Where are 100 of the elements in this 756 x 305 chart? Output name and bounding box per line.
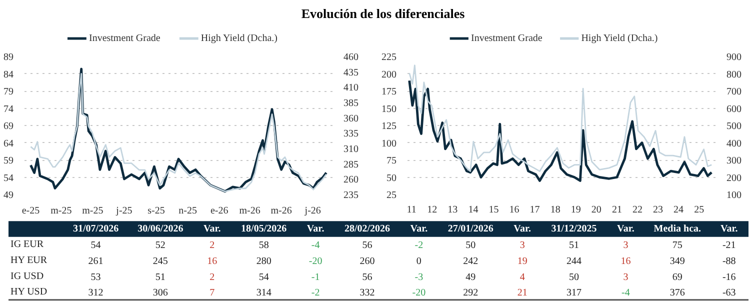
x-tick-label: 19 [570, 204, 581, 216]
x-tick-label: 27/01/2026 [448, 223, 494, 234]
data-label: 292 [463, 288, 478, 299]
data-label: -4 [622, 288, 630, 299]
data-label: 260 [360, 256, 375, 267]
y2-tick-label: 260 [344, 174, 358, 186]
x-tick-label: m-25 [50, 206, 72, 216]
x-tick-label: 17 [530, 204, 540, 216]
data-label: 69 [672, 272, 682, 283]
y2-tick-label: 335 [344, 128, 358, 140]
y-tick-label: 79 [4, 86, 14, 98]
data-label: -3 [414, 272, 424, 283]
x-tick-label: Var. [720, 223, 738, 234]
data-label: 54 [90, 240, 101, 252]
x-tick-label: 11 [406, 204, 416, 216]
x-tick-label: m-25 [82, 206, 104, 216]
data-label: 332 [360, 288, 375, 299]
data-label: 0 [416, 256, 422, 267]
data-label: 306 [152, 288, 168, 299]
data-label: -88 [722, 256, 736, 267]
data-label: -2 [414, 240, 424, 252]
data-label: 50 [466, 240, 476, 252]
y2-tick-label: 410 [344, 82, 358, 94]
legend-label: Investment Grade [88, 33, 161, 44]
data-label: 349 [670, 256, 685, 267]
data-label: 58 [258, 240, 269, 252]
x-tick-label: 28/02/2026 [344, 223, 390, 234]
y2-tick-label: 600 [726, 104, 742, 115]
x-tick-label: s-25 [148, 206, 165, 216]
y-tick-label: 50 [386, 172, 396, 184]
data-label: 16 [620, 256, 631, 267]
y2-tick-label: 285 [344, 159, 358, 170]
data-label: 7 [210, 288, 215, 299]
y-tick-label: HY EUR [10, 255, 48, 266]
y2-tick-label: 800 [726, 69, 742, 80]
data-label: 242 [463, 256, 478, 267]
x-tick-label: j-26 [304, 206, 321, 216]
x-tick-label: 25 [694, 204, 704, 216]
y2-tick-label: 360 [344, 113, 358, 124]
x-tick-label: Var. [410, 223, 428, 234]
data-label: 2 [210, 240, 215, 252]
y-tick-label: 225 [382, 52, 396, 63]
x-tick-label: j-25 [115, 206, 132, 216]
y-tick-label: HY USD [10, 286, 48, 298]
y2-tick-label: 500 [726, 121, 742, 132]
y-tick-label: 49 [4, 190, 14, 201]
x-tick-label: 12 [427, 204, 438, 216]
data-label: -1 [311, 272, 320, 283]
x-tick-label: 14 [468, 204, 478, 216]
data-label: 75 [672, 240, 682, 252]
data-label: 51 [569, 240, 580, 252]
y-tick-label: 25 [386, 190, 396, 201]
y-tick-label: 125 [382, 121, 396, 132]
x-tick-label: 15 [488, 204, 499, 216]
y2-tick-label: 200 [726, 172, 742, 184]
legend-label: High Yield (Dcha.) [581, 33, 658, 44]
x-tick-label: Var. [306, 223, 325, 234]
x-tick-label: 22 [632, 204, 642, 216]
data-label: 3 [623, 272, 628, 283]
data-label: 53 [90, 272, 101, 283]
data-label: 19 [517, 256, 528, 267]
x-tick-label: 23 [653, 204, 664, 216]
y-tick-label: 69 [4, 121, 14, 132]
data-label: 2 [210, 272, 215, 283]
y-tick-label: 59 [4, 156, 14, 166]
x-tick-label: 31/12/2025 [551, 223, 597, 234]
y-tick-label: 150 [382, 104, 396, 115]
line-series [408, 64, 712, 172]
y2-tick-label: 435 [344, 67, 358, 78]
x-tick-label: 31/07/2026 [73, 223, 119, 234]
x-tick-label: 16 [509, 204, 520, 216]
y2-tick-label: 400 [726, 138, 742, 150]
text: Evolución de los diferenciales [301, 5, 465, 23]
y2-tick-label: 385 [344, 98, 358, 109]
y-tick-label: IG EUR [10, 239, 44, 250]
x-tick-label: e-25 [22, 206, 40, 216]
data-label: -21 [722, 240, 736, 252]
data-label: 56 [362, 272, 372, 283]
legend-label: Investment Grade [470, 33, 543, 44]
data-label: 52 [155, 240, 166, 252]
y-tick-label: 89 [4, 52, 14, 63]
y-tick-label: 75 [386, 156, 396, 166]
line-series [408, 79, 713, 182]
x-tick-label: 18/05/2026 [241, 223, 287, 234]
data-label: 317 [566, 288, 582, 299]
y2-tick-label: 900 [726, 52, 742, 63]
data-label: -20 [412, 288, 426, 299]
x-tick-label: e-26 [210, 206, 228, 216]
x-tick-label: m-26 [270, 206, 292, 216]
y-tick-label: 84 [4, 69, 14, 80]
y2-tick-label: 460 [344, 52, 358, 63]
data-label: 16 [207, 256, 218, 267]
x-tick-label: 20 [591, 204, 602, 216]
data-label: 261 [88, 256, 104, 267]
data-label: 4 [520, 272, 525, 283]
data-label: -2 [311, 288, 320, 299]
y-tick-label: 54 [4, 172, 14, 184]
x-tick-label: 24 [674, 204, 684, 216]
data-label: -20 [308, 256, 322, 267]
y-tick-label: 74 [4, 104, 14, 115]
